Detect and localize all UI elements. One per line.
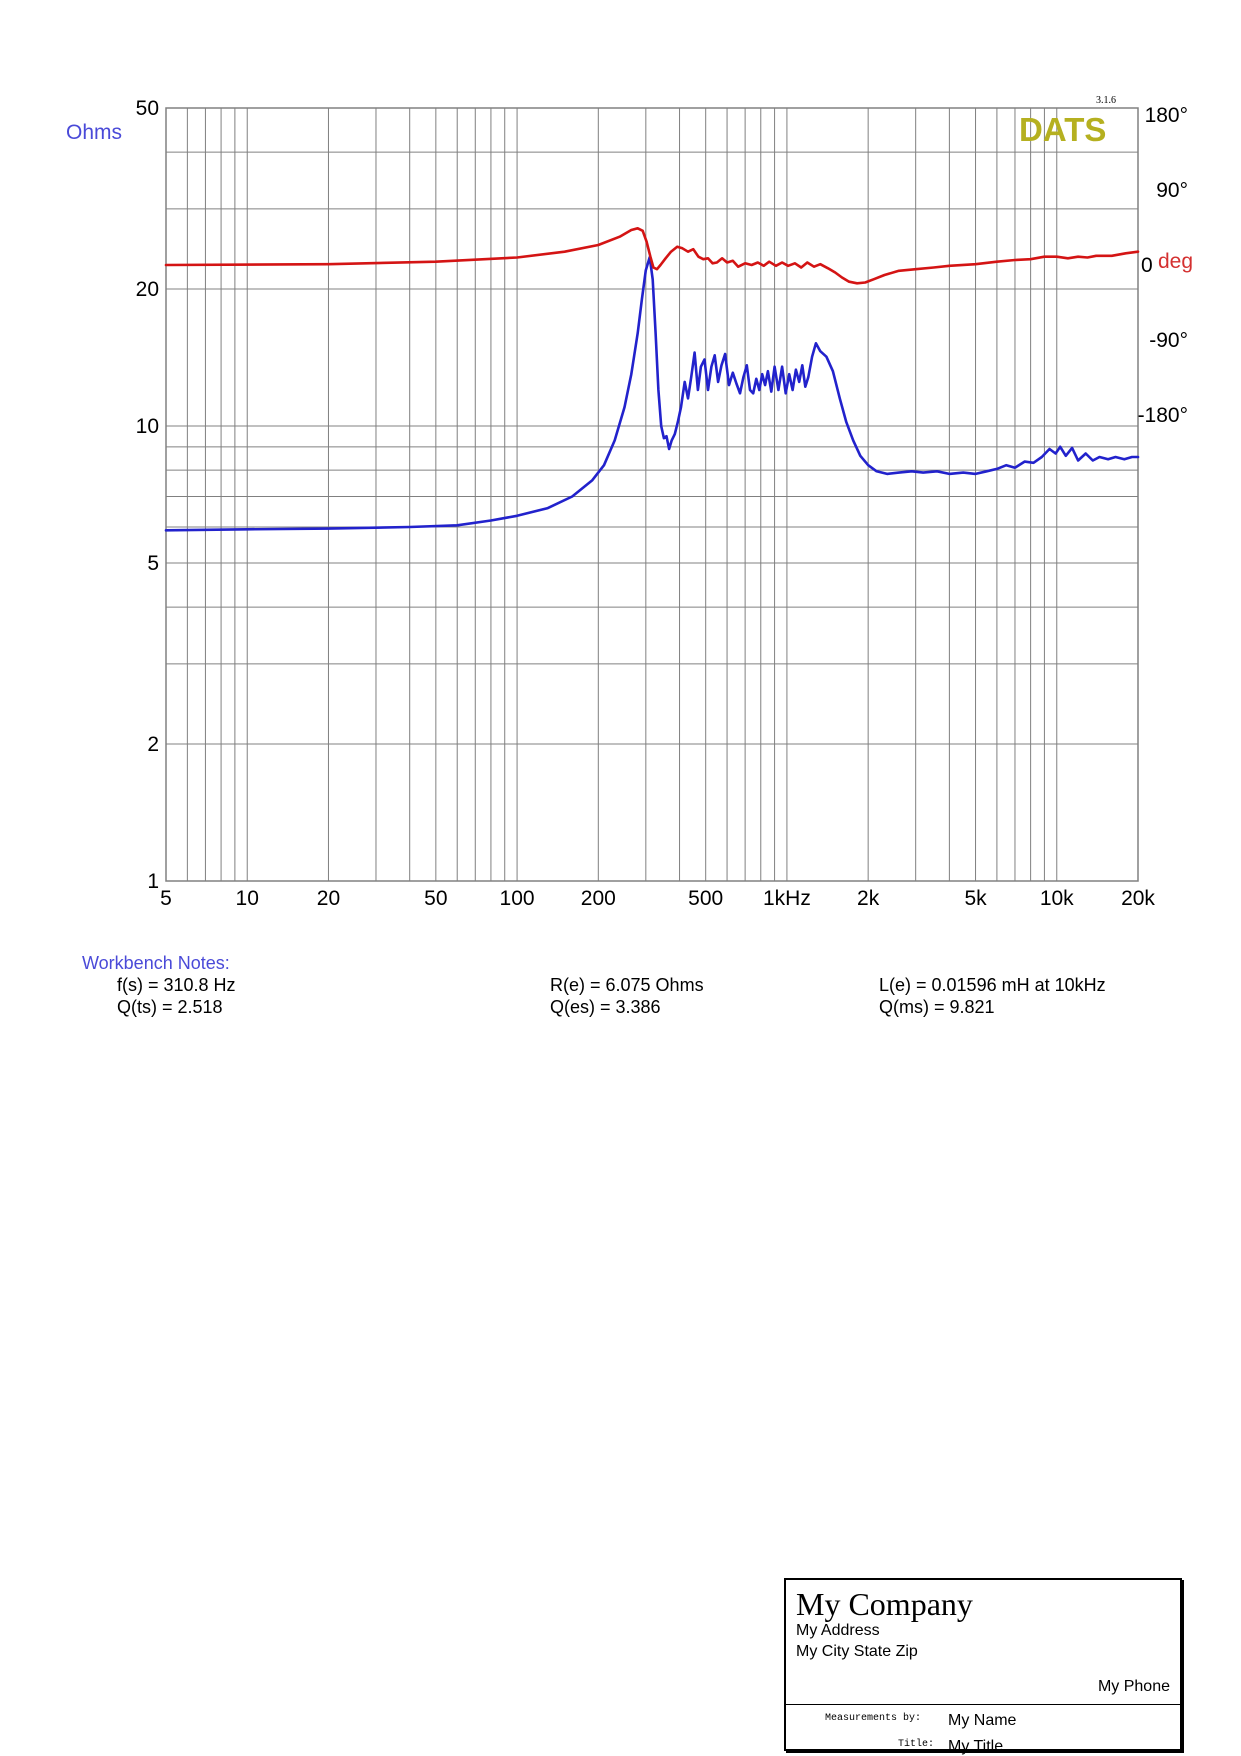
plot-frame [165,107,1139,882]
measured-by-label: Measurements by: [825,1713,922,1724]
dats-logo: DATS [1019,111,1106,148]
note-qts: Q(ts) = 2.518 [117,997,223,1017]
x-tick-label: 200 [581,887,616,910]
y-tick-label: 2 [147,733,159,756]
y-tick-label: 20 [136,278,159,301]
x-tick-label: 10 [236,887,259,910]
x-tick-label: 5 [160,887,172,910]
y-tick-label: 50 [136,97,159,120]
x-tick-label: 1kHz [763,887,811,910]
title-block: My Company My Address My City State Zip … [784,1578,1182,1755]
x-tick-label: 500 [688,887,723,910]
right-tick-label: 0 [1141,254,1153,277]
measured-by-value: My Name [948,1712,1017,1729]
x-tick-label: 20k [1121,887,1155,910]
x-tick-label: 10k [1040,887,1074,910]
right-tick-label: -90° [1149,329,1188,352]
chart-grid [165,107,1139,882]
note-qms: Q(ms) = 9.821 [879,997,995,1017]
x-tick-label: 50 [424,887,447,910]
x-tick-label: 2k [857,887,880,910]
right-tick-labels: 180° 90° 0 -90° -180° [1138,104,1188,427]
x-tick-label: 20 [317,887,340,910]
note-fs: f(s) = 310.8 Hz [117,975,236,995]
note-qes: Q(es) = 3.386 [550,997,661,1017]
impedance-curve [164,255,1140,532]
company-phone: My Phone [1097,1678,1170,1695]
company-name: My Company [796,1586,973,1622]
title-label: Title: [898,1739,935,1750]
version-label: 3.1.6 [1096,95,1116,106]
y-right-axis-label: deg [1158,250,1193,273]
x-tick-label: 5k [964,887,987,910]
note-re: R(e) = 6.075 Ohms [550,975,704,995]
right-tick-label: 90° [1156,179,1188,202]
y-tick-label: 1 [147,870,159,893]
note-le: L(e) = 0.01596 mH at 10kHz [879,975,1106,995]
y-left-axis-label: Ohms [66,121,122,144]
right-tick-label: -180° [1138,404,1188,427]
notes-title: Workbench Notes: [82,953,230,973]
company-address: My Address [796,1622,880,1639]
y-tick-label: 10 [136,415,159,438]
x-tick-label: 100 [500,887,535,910]
x-tick-labels: 5 10 20 50 100 200 500 1kHz 2k 5k 10k 20k [160,887,1155,910]
title-value: My Title [948,1738,1004,1755]
y-tick-label: 5 [147,552,159,575]
workbench-notes: Workbench Notes: [82,953,1182,974]
y-tick-labels: 1 2 5 10 20 50 [136,97,159,893]
phase-curve [164,227,1140,285]
impedance-chart: 5 10 20 50 100 200 500 1kHz 2k 5k 10k 20k 125102050… [66,95,1193,910]
title-block-divider [786,1704,1180,1705]
chart-series [164,227,1140,532]
right-tick-label: 180° [1145,104,1188,127]
company-city: My City State Zip [796,1643,918,1660]
